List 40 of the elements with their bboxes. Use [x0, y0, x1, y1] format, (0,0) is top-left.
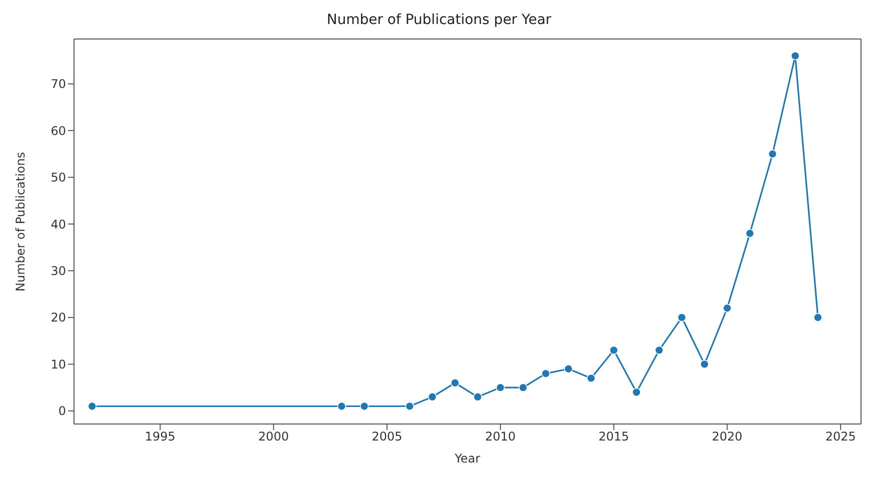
point [88, 402, 97, 411]
y-tick-label: 70 [50, 77, 66, 92]
x-tick-label: 2005 [372, 430, 402, 444]
y-axis-title: Number of Publications [13, 152, 28, 292]
point [541, 369, 550, 378]
y-tick-label: 50 [50, 170, 66, 185]
point [632, 388, 641, 397]
point [473, 392, 482, 402]
x-tick-label: 2000 [258, 430, 289, 444]
point [450, 378, 460, 388]
point [518, 383, 528, 392]
point [654, 346, 664, 355]
point [790, 51, 800, 60]
x-tick-label: 2010 [485, 430, 516, 444]
point [337, 402, 346, 411]
point [496, 383, 505, 392]
point [564, 364, 573, 374]
y-tick-label: 0 [58, 404, 66, 418]
point [745, 228, 754, 238]
point [814, 313, 822, 322]
x-axis-title: Year [454, 452, 480, 466]
x-tick-label: 2020 [712, 430, 742, 444]
y-tick-label: 30 [50, 264, 66, 278]
point [609, 346, 618, 355]
point [722, 304, 732, 313]
point [405, 402, 414, 411]
x-tick-label: 1995 [144, 430, 176, 444]
chart-title: Number of Publications per Year [326, 11, 552, 30]
y-tick-label: 40 [50, 217, 66, 232]
point [768, 150, 777, 158]
point [428, 392, 437, 402]
point [677, 313, 686, 322]
y-tick-label: 60 [50, 124, 66, 138]
point [360, 402, 369, 411]
x-tick-label: 2015 [598, 430, 630, 444]
point [700, 360, 709, 369]
y-tick-label: 20 [50, 310, 66, 325]
point [586, 374, 596, 383]
x-tick-label: 2025 [825, 430, 856, 444]
y-tick-label: 10 [50, 357, 66, 372]
